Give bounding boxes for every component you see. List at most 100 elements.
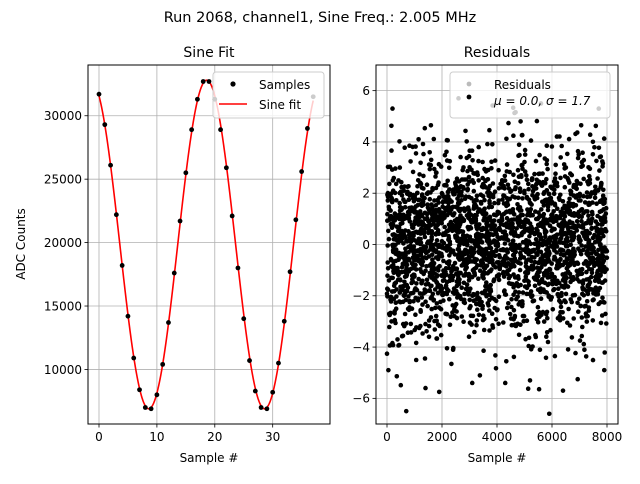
residual-point xyxy=(578,224,583,229)
residual-point xyxy=(450,190,456,195)
residual-point xyxy=(544,330,550,335)
residual-point xyxy=(483,283,488,289)
residual-point xyxy=(595,221,600,227)
residual-point xyxy=(439,239,445,244)
residual-point xyxy=(592,232,597,238)
sine-fit-ticks: 0 10 20 30 10000 15000 20000 25000 30000 xyxy=(44,109,281,444)
residual-point xyxy=(567,196,572,202)
residual-point xyxy=(410,169,416,175)
residual-point xyxy=(413,204,419,209)
residual-point xyxy=(485,229,490,234)
residual-point xyxy=(569,299,574,305)
residual-point xyxy=(588,221,593,226)
residual-point xyxy=(565,226,571,231)
residual-point xyxy=(438,210,443,215)
sample-point xyxy=(131,355,137,361)
residual-point xyxy=(512,195,518,200)
residual-point xyxy=(575,300,580,306)
residual-point xyxy=(579,315,585,320)
residual-point xyxy=(568,188,573,194)
residual-point xyxy=(496,294,502,300)
residual-point xyxy=(550,307,556,312)
residual-point xyxy=(392,268,398,274)
residual-point xyxy=(587,173,592,179)
sine-fit-data xyxy=(96,79,316,412)
residual-point xyxy=(424,329,429,334)
residual-point xyxy=(489,295,495,301)
residual-point xyxy=(510,230,516,235)
residual-point xyxy=(425,202,430,207)
residual-point xyxy=(471,298,477,304)
residual-point xyxy=(589,216,595,222)
residual-outlier-point xyxy=(403,408,409,414)
residual-point xyxy=(389,275,394,281)
residual-point xyxy=(448,314,454,320)
residual-point xyxy=(509,322,515,328)
residual-point xyxy=(419,213,425,219)
residual-point xyxy=(434,301,440,306)
residual-point xyxy=(406,244,411,250)
residual-point xyxy=(528,201,533,206)
residual-point xyxy=(404,239,410,244)
residual-point xyxy=(528,289,534,294)
residual-point xyxy=(597,230,602,236)
residual-point xyxy=(470,158,475,163)
residual-point xyxy=(522,278,527,284)
residual-point xyxy=(408,321,414,327)
residual-point xyxy=(559,220,565,226)
residual-point xyxy=(538,296,544,302)
residual-point xyxy=(577,296,582,302)
sample-point xyxy=(108,162,113,168)
residual-point xyxy=(426,318,432,323)
residuals-xtick-label: 8000 xyxy=(592,430,623,444)
residual-point xyxy=(544,334,549,340)
residual-point xyxy=(505,238,511,243)
residual-point xyxy=(597,168,602,173)
residual-point xyxy=(552,274,557,280)
residual-point xyxy=(535,277,540,283)
residual-point xyxy=(499,178,505,183)
residual-point xyxy=(453,235,458,240)
residual-point xyxy=(471,171,476,176)
residual-point xyxy=(455,276,461,281)
residual-point xyxy=(484,280,489,285)
residual-point xyxy=(593,184,598,190)
residual-point xyxy=(543,355,549,361)
residual-point xyxy=(559,143,564,149)
residual-point xyxy=(392,281,398,286)
residual-point xyxy=(429,306,435,312)
residual-point xyxy=(480,306,485,312)
residual-point xyxy=(434,249,439,255)
residual-point xyxy=(496,273,501,279)
residual-point xyxy=(585,284,590,289)
residual-point xyxy=(597,209,603,215)
sample-point xyxy=(160,361,166,367)
residual-point xyxy=(567,180,572,185)
residual-point xyxy=(540,179,546,185)
residual-point xyxy=(530,212,535,218)
residual-point xyxy=(517,256,523,261)
residual-point xyxy=(537,269,542,275)
residual-point xyxy=(396,342,402,348)
residual-point xyxy=(581,176,586,182)
residual-point xyxy=(394,237,400,243)
sine-fit-legend: Samples Sine fit xyxy=(212,71,325,119)
residual-point xyxy=(546,281,552,287)
residual-point xyxy=(450,303,456,308)
residual-point xyxy=(470,238,475,243)
residual-point xyxy=(506,267,512,273)
residual-point xyxy=(417,172,422,177)
residual-point xyxy=(579,207,585,212)
residual-point xyxy=(541,191,546,197)
residual-point xyxy=(500,247,506,253)
residual-point xyxy=(507,311,513,317)
residual-point xyxy=(403,250,408,255)
residual-point xyxy=(511,285,516,290)
residual-point xyxy=(535,304,541,310)
residual-point xyxy=(535,222,541,228)
sample-point xyxy=(264,406,270,412)
residual-point xyxy=(501,193,506,198)
residual-point xyxy=(528,138,534,143)
residual-point xyxy=(502,173,508,179)
residual-point xyxy=(474,318,480,323)
